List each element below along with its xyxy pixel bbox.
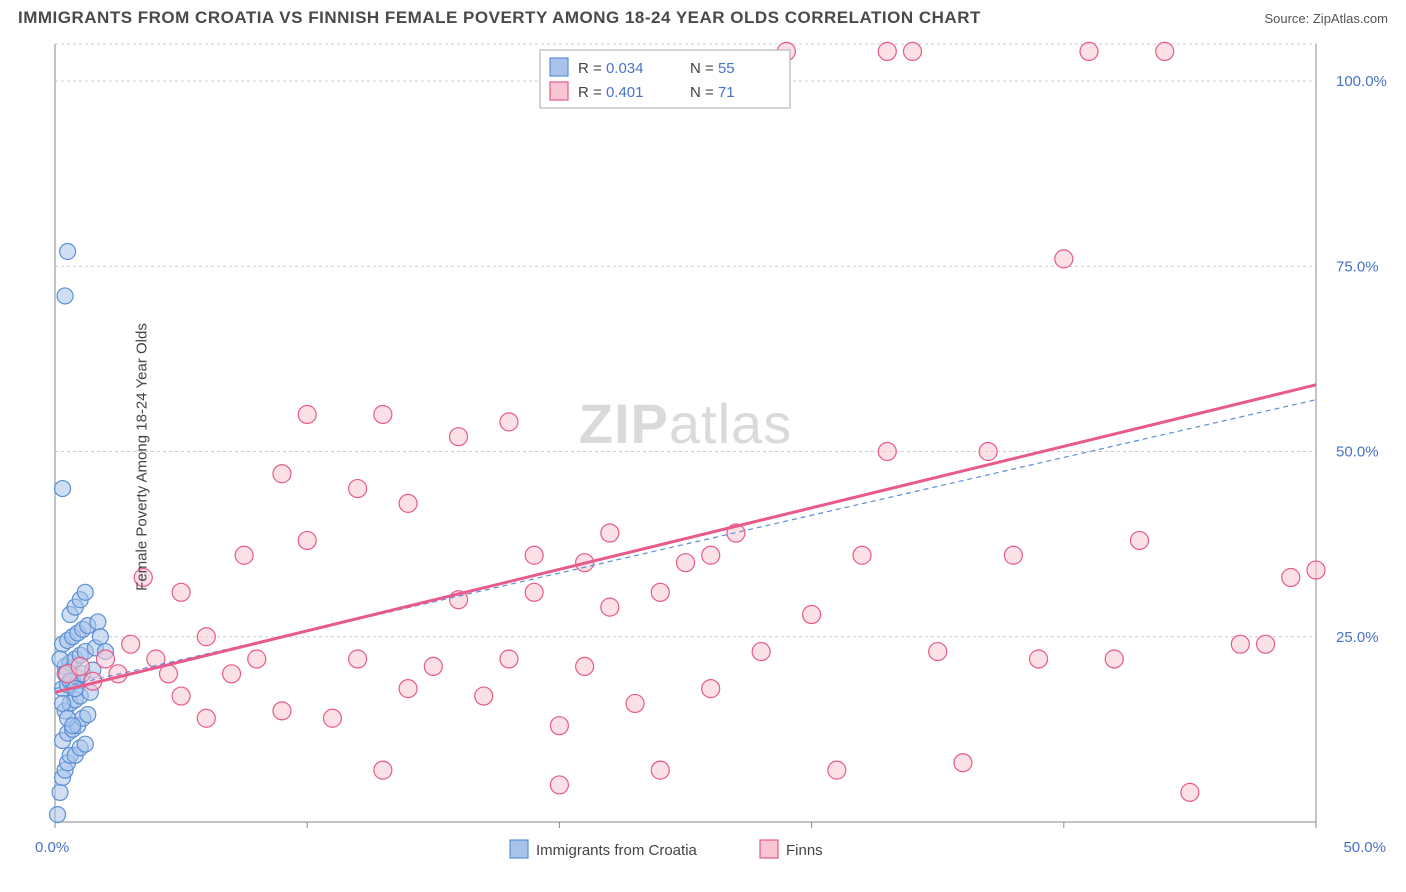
scatter-point-finns: [122, 635, 140, 653]
scatter-point-finns: [525, 583, 543, 601]
scatter-point-finns: [1080, 42, 1098, 60]
y-tick-label: 100.0%: [1336, 73, 1387, 90]
scatter-point-croatia: [50, 807, 66, 823]
scatter-point-finns: [550, 717, 568, 735]
scatter-point-finns: [601, 598, 619, 616]
scatter-point-finns: [374, 761, 392, 779]
scatter-point-finns: [71, 657, 89, 675]
scatter-point-finns: [878, 42, 896, 60]
legend-stat: N = 55: [690, 60, 735, 77]
scatter-point-finns: [273, 702, 291, 720]
scatter-point-finns: [1181, 783, 1199, 801]
scatter-point-finns: [954, 754, 972, 772]
scatter-point-croatia: [90, 614, 106, 630]
chart-container: Female Poverty Among 18-24 Year Olds 25.…: [0, 32, 1406, 882]
scatter-point-finns: [399, 494, 417, 512]
scatter-point-finns: [323, 709, 341, 727]
scatter-point-finns: [298, 405, 316, 423]
source-prefix: Source:: [1264, 11, 1312, 26]
scatter-point-finns: [349, 650, 367, 668]
scatter-point-croatia: [52, 784, 68, 800]
scatter-point-croatia: [60, 243, 76, 259]
x-tick-label: 0.0%: [35, 839, 69, 856]
x-tick-label: 50.0%: [1343, 839, 1386, 856]
scatter-point-finns: [878, 443, 896, 461]
scatter-point-finns: [803, 606, 821, 624]
scatter-point-finns: [298, 531, 316, 549]
chart-title: IMMIGRANTS FROM CROATIA VS FINNISH FEMAL…: [18, 8, 981, 28]
scatter-point-finns: [197, 628, 215, 646]
legend-swatch: [510, 840, 528, 858]
scatter-point-finns: [374, 405, 392, 423]
scatter-point-finns: [1257, 635, 1275, 653]
scatter-point-finns: [197, 709, 215, 727]
scatter-point-finns: [349, 480, 367, 498]
scatter-point-finns: [1004, 546, 1022, 564]
scatter-point-croatia: [77, 584, 93, 600]
scatter-point-finns: [550, 776, 568, 794]
chart-header: IMMIGRANTS FROM CROATIA VS FINNISH FEMAL…: [0, 0, 1406, 32]
scatter-point-finns: [172, 687, 190, 705]
scatter-point-finns: [1282, 568, 1300, 586]
scatter-point-finns: [576, 657, 594, 675]
scatter-point-finns: [702, 546, 720, 564]
scatter-point-finns: [651, 761, 669, 779]
scatter-point-croatia: [65, 718, 81, 734]
scatter-point-finns: [500, 650, 518, 668]
scatter-point-finns: [1105, 650, 1123, 668]
scatter-point-finns: [475, 687, 493, 705]
chart-source: Source: ZipAtlas.com: [1264, 11, 1388, 26]
scatter-point-finns: [223, 665, 241, 683]
scatter-point-finns: [424, 657, 442, 675]
y-tick-label: 50.0%: [1336, 444, 1379, 461]
legend-label: Finns: [786, 842, 823, 859]
y-tick-label: 75.0%: [1336, 258, 1379, 275]
scatter-point-finns: [235, 546, 253, 564]
scatter-point-finns: [929, 643, 947, 661]
scatter-point-croatia: [55, 481, 71, 497]
scatter-point-finns: [828, 761, 846, 779]
scatter-point-finns: [172, 583, 190, 601]
legend-label: Immigrants from Croatia: [536, 842, 698, 859]
scatter-chart: 25.0% 50.0% 75.0% 100.0% 0.0% 50.0% ZIPatlas R …: [0, 32, 1406, 882]
scatter-point-finns: [1030, 650, 1048, 668]
scatter-point-finns: [273, 465, 291, 483]
scatter-point-finns: [752, 643, 770, 661]
scatter-point-croatia: [92, 629, 108, 645]
source-name: ZipAtlas.com: [1313, 11, 1388, 26]
scatter-point-finns: [1130, 531, 1148, 549]
y-tick-label: 25.0%: [1336, 629, 1379, 646]
scatter-point-finns: [1156, 42, 1174, 60]
legend-stat: R = 0.401: [578, 84, 643, 101]
scatter-point-finns: [96, 650, 114, 668]
scatter-point-finns: [1055, 250, 1073, 268]
scatter-point-finns: [450, 428, 468, 446]
scatter-point-finns: [853, 546, 871, 564]
legend-stat: N = 71: [690, 84, 735, 101]
scatter-point-finns: [525, 546, 543, 564]
y-axis-label: Female Poverty Among 18-24 Year Olds: [133, 323, 150, 591]
scatter-point-finns: [903, 42, 921, 60]
scatter-point-croatia: [57, 288, 73, 304]
scatter-point-croatia: [77, 736, 93, 752]
scatter-point-croatia: [55, 695, 71, 711]
scatter-point-finns: [500, 413, 518, 431]
scatter-point-croatia: [80, 707, 96, 723]
scatter-point-finns: [651, 583, 669, 601]
legend-stat: R = 0.034: [578, 60, 643, 77]
scatter-point-finns: [626, 694, 644, 712]
scatter-point-finns: [1231, 635, 1249, 653]
scatter-point-finns: [1307, 561, 1325, 579]
legend-swatch: [760, 840, 778, 858]
legend-swatch: [550, 58, 568, 76]
scatter-point-finns: [399, 680, 417, 698]
legend-swatch: [550, 82, 568, 100]
scatter-point-finns: [601, 524, 619, 542]
scatter-point-finns: [248, 650, 266, 668]
scatter-point-finns: [702, 680, 720, 698]
scatter-point-finns: [677, 554, 695, 572]
scatter-point-finns: [979, 443, 997, 461]
watermark: ZIPatlas: [579, 392, 792, 455]
